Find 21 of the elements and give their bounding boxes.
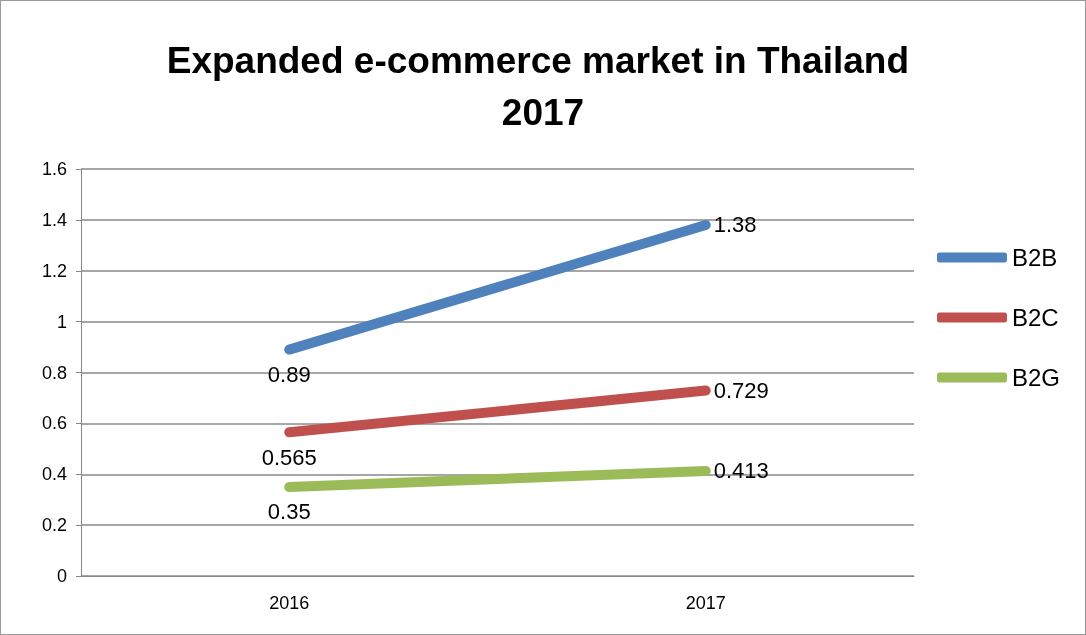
y-tick-label: 1.6 — [41, 159, 67, 179]
x-tick-label: 2016 — [269, 593, 310, 613]
y-tick-label: 0 — [56, 566, 67, 586]
data-label: 0.35 — [267, 499, 311, 525]
y-tick-label: 1 — [56, 311, 67, 332]
data-label: 0.413 — [713, 458, 769, 484]
y-tick-label: 0.8 — [41, 362, 67, 383]
y-tick-label: 1.2 — [41, 260, 67, 281]
legend-label: B2C — [1011, 304, 1059, 331]
y-tick-label: 0.2 — [41, 515, 67, 536]
legend-label: B2B — [1011, 244, 1058, 271]
data-label: 0.89 — [267, 362, 311, 388]
y-tick-label: 0.6 — [41, 413, 67, 434]
data-label: 1.38 — [713, 212, 757, 238]
y-tick-label: 1.4 — [41, 209, 67, 230]
chart-title: Expanded e-commerce market in Thailand 2017 — [166, 39, 920, 133]
legend-label: B2G — [1011, 364, 1061, 391]
x-tick-label: 2017 — [685, 593, 726, 613]
data-label: 0.565 — [261, 444, 317, 470]
y-tick-label: 0.4 — [41, 464, 67, 485]
data-label: 0.729 — [713, 378, 769, 404]
